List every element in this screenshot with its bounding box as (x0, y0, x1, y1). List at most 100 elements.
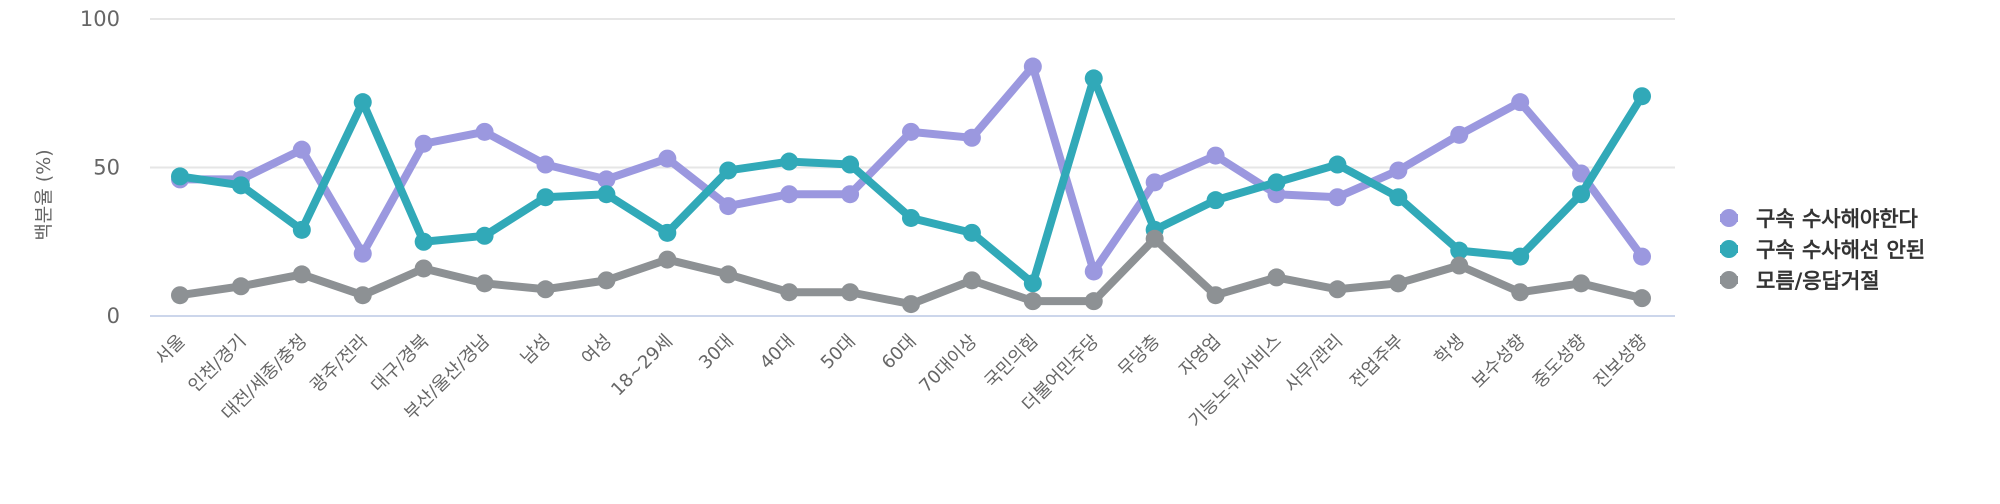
data-point[interactable] (171, 286, 189, 305)
data-point[interactable] (353, 93, 372, 112)
data-point[interactable] (1389, 161, 1408, 180)
data-point[interactable] (292, 220, 311, 239)
series-lines (171, 57, 1651, 314)
legend-item[interactable]: 구속 수사해선 안된 (1720, 238, 1925, 262)
data-point[interactable] (1572, 164, 1591, 183)
data-point[interactable] (719, 265, 738, 284)
data-point[interactable] (597, 185, 616, 204)
x-tick-label: 18~29세 (607, 331, 677, 401)
x-tick-label: 중도성향 (1529, 331, 1591, 393)
data-point[interactable] (1206, 146, 1225, 165)
data-point[interactable] (1023, 57, 1042, 76)
gridlines (150, 18, 1675, 317)
x-tick-label: 30대 (695, 331, 738, 374)
data-point[interactable] (292, 265, 311, 284)
data-point[interactable] (1450, 241, 1469, 260)
data-point[interactable] (902, 295, 920, 314)
data-point[interactable] (902, 208, 920, 227)
x-tick-label: 서울 (151, 331, 189, 369)
data-point[interactable] (1389, 274, 1408, 293)
data-point[interactable] (962, 271, 981, 290)
x-tick-label: 여성 (578, 331, 616, 369)
data-point[interactable] (353, 244, 372, 263)
x-tick-label: 보수성향 (1468, 331, 1530, 393)
data-point[interactable] (658, 223, 677, 242)
x-tick-label: 60대 (878, 331, 921, 374)
data-point[interactable] (536, 188, 555, 207)
legend-label: 구속 수사해야한다 (1756, 207, 1919, 231)
data-point[interactable] (1023, 274, 1042, 293)
data-point[interactable] (1328, 280, 1347, 299)
x-tick-label: 국민의힘 (981, 331, 1043, 393)
legend-marker (1720, 240, 1738, 258)
data-point[interactable] (780, 152, 799, 171)
data-point[interactable] (1633, 87, 1651, 106)
data-point[interactable] (353, 286, 372, 305)
data-point[interactable] (1145, 173, 1164, 192)
legend-item[interactable]: 구속 수사해야한다 (1720, 207, 1919, 231)
data-point[interactable] (231, 277, 250, 296)
data-point[interactable] (841, 283, 860, 302)
legend-item[interactable]: 모름/응답거절 (1720, 269, 1880, 293)
data-point[interactable] (1328, 155, 1347, 174)
data-point[interactable] (780, 185, 799, 204)
data-point[interactable] (414, 259, 433, 278)
data-point[interactable] (1450, 256, 1469, 275)
data-point[interactable] (1267, 268, 1286, 287)
data-point[interactable] (536, 155, 555, 174)
data-point[interactable] (658, 250, 677, 269)
data-point[interactable] (171, 167, 189, 186)
data-point[interactable] (1328, 188, 1347, 207)
data-point[interactable] (1145, 229, 1164, 248)
data-point[interactable] (1084, 69, 1103, 88)
data-point[interactable] (1206, 286, 1225, 305)
data-point[interactable] (841, 185, 860, 204)
y-tick-label: 100 (80, 7, 120, 31)
data-point[interactable] (1450, 125, 1469, 144)
data-point[interactable] (1084, 292, 1103, 311)
data-point[interactable] (597, 271, 616, 290)
data-point[interactable] (658, 149, 677, 168)
data-point[interactable] (1633, 289, 1651, 308)
data-point[interactable] (597, 170, 616, 189)
x-tick-label: 학생 (1431, 331, 1469, 369)
data-point[interactable] (1511, 93, 1530, 112)
data-point[interactable] (1023, 292, 1042, 311)
data-point[interactable] (719, 197, 738, 216)
data-point[interactable] (1206, 191, 1225, 210)
y-tick-label: 0 (107, 304, 120, 328)
legend-label: 구속 수사해선 안된 (1756, 238, 1925, 262)
x-tick-label: 사무/관리 (1281, 331, 1347, 397)
y-tick-label: 50 (93, 156, 120, 180)
data-point[interactable] (414, 232, 433, 251)
data-point[interactable] (1267, 173, 1286, 192)
data-point[interactable] (536, 280, 555, 299)
data-point[interactable] (475, 122, 494, 141)
data-point[interactable] (841, 155, 860, 174)
data-point[interactable] (231, 176, 250, 195)
legend-label: 모름/응답거절 (1756, 269, 1880, 293)
data-point[interactable] (1511, 247, 1530, 266)
data-point[interactable] (1511, 283, 1530, 302)
data-point[interactable] (780, 283, 799, 302)
data-point[interactable] (1633, 247, 1651, 266)
data-point[interactable] (475, 226, 494, 245)
data-point[interactable] (475, 274, 494, 293)
data-point[interactable] (1572, 185, 1591, 204)
x-tick-label: 40대 (756, 331, 799, 374)
data-point[interactable] (902, 122, 920, 141)
data-point[interactable] (962, 128, 981, 147)
data-point[interactable] (962, 223, 981, 242)
y-axis-ticks: 0 50 100 (80, 7, 120, 328)
data-point[interactable] (719, 161, 738, 180)
data-point[interactable] (414, 134, 433, 153)
data-point[interactable] (1572, 274, 1591, 293)
y-axis-title: 백분율 (%) (33, 149, 55, 240)
data-point[interactable] (1084, 262, 1103, 281)
data-point[interactable] (292, 140, 311, 159)
data-point[interactable] (1389, 188, 1408, 207)
x-tick-label: 무당층 (1114, 331, 1164, 381)
series-line (179, 234, 1643, 309)
